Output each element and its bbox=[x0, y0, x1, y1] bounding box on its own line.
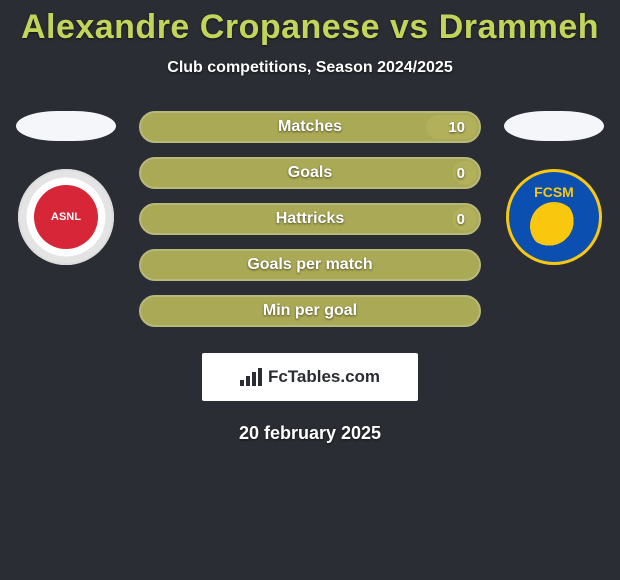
stat-left-value bbox=[141, 251, 169, 279]
stat-right-value: 0 bbox=[443, 205, 479, 233]
comparison-body: ASNL Matches10Goals0Hattricks0Goals per … bbox=[0, 111, 620, 327]
right-player-silhouette bbox=[504, 111, 604, 141]
stat-label: Goals bbox=[141, 164, 479, 182]
left-club-short: ASNL bbox=[34, 185, 98, 249]
right-club-badge: FCSM bbox=[506, 169, 602, 265]
comparison-card: Alexandre Cropanese vs Drammeh Club comp… bbox=[0, 0, 620, 444]
right-player-column: FCSM bbox=[499, 111, 609, 265]
stat-label: Hattricks bbox=[141, 210, 479, 228]
stat-right-value bbox=[451, 251, 479, 279]
right-club-emblem-icon bbox=[530, 202, 578, 250]
right-club-short: FCSM bbox=[534, 184, 574, 200]
footer-date: 20 february 2025 bbox=[0, 423, 620, 444]
stat-label: Goals per match bbox=[141, 256, 479, 274]
stat-row: Matches10 bbox=[139, 111, 481, 143]
stat-left-value bbox=[141, 205, 169, 233]
stat-row: Hattricks0 bbox=[139, 203, 481, 235]
stat-row: Goals per match bbox=[139, 249, 481, 281]
page-title: Alexandre Cropanese vs Drammeh bbox=[0, 8, 620, 47]
left-player-silhouette bbox=[16, 111, 116, 141]
subtitle: Club competitions, Season 2024/2025 bbox=[0, 59, 620, 77]
stat-right-value bbox=[451, 297, 479, 325]
brand-badge: FcTables.com bbox=[202, 353, 418, 401]
stat-row: Goals0 bbox=[139, 157, 481, 189]
stat-left-value bbox=[141, 297, 169, 325]
stats-list: Matches10Goals0Hattricks0Goals per match… bbox=[139, 111, 481, 327]
brand-text: FcTables.com bbox=[268, 367, 380, 387]
stat-right-value: 10 bbox=[434, 113, 479, 141]
stat-label: Min per goal bbox=[141, 302, 479, 320]
stat-row: Min per goal bbox=[139, 295, 481, 327]
bar-chart-icon bbox=[240, 368, 262, 386]
stat-left-value bbox=[141, 159, 169, 187]
stat-right-value: 0 bbox=[443, 159, 479, 187]
left-club-badge: ASNL bbox=[18, 169, 114, 265]
left-player-column: ASNL bbox=[11, 111, 121, 265]
stat-left-value bbox=[141, 113, 169, 141]
